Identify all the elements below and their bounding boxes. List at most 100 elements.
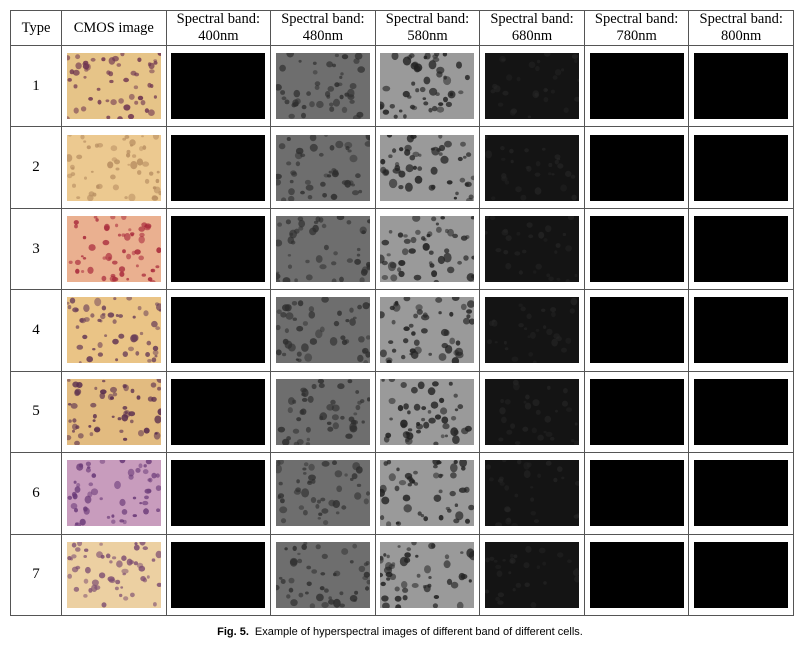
table-row: 7 bbox=[10, 533, 794, 617]
band-480-image bbox=[275, 134, 370, 201]
band-800-cell bbox=[688, 533, 794, 617]
band-680-cell bbox=[479, 207, 585, 291]
band-580-cell bbox=[374, 533, 481, 617]
band-480-cell bbox=[270, 533, 376, 617]
band-580-cell bbox=[374, 289, 481, 372]
cmos-image bbox=[66, 53, 161, 120]
band-480-cell bbox=[270, 44, 376, 128]
band-480-cell bbox=[270, 289, 376, 372]
table-row: 5 bbox=[10, 370, 794, 454]
band-680-image bbox=[485, 297, 580, 364]
band-580-image bbox=[380, 378, 475, 445]
band-800-image bbox=[694, 541, 789, 608]
table-row: 3 bbox=[10, 207, 794, 291]
band-400-image bbox=[171, 378, 266, 445]
table-row: 2 bbox=[10, 126, 794, 209]
band-800-image bbox=[694, 378, 789, 445]
band-800-cell bbox=[688, 44, 794, 128]
cmos-image bbox=[66, 541, 161, 608]
band-800-cell bbox=[688, 452, 794, 535]
band-480-cell bbox=[270, 126, 376, 209]
band-780-image bbox=[589, 134, 684, 201]
band-580-image bbox=[380, 541, 475, 608]
table-row: 1 bbox=[10, 44, 794, 128]
band-800-image bbox=[694, 53, 789, 120]
band-480-cell bbox=[270, 207, 376, 291]
band-480-image bbox=[275, 378, 370, 445]
band-580-image bbox=[380, 460, 475, 527]
band-780-image bbox=[589, 378, 684, 445]
band-780-cell bbox=[583, 533, 690, 617]
band-680-image bbox=[485, 378, 580, 445]
band-680-cell bbox=[479, 289, 585, 372]
band-780-cell bbox=[583, 126, 690, 209]
band-480-image bbox=[275, 53, 370, 120]
band-780-cell bbox=[583, 452, 690, 535]
band-400-image bbox=[171, 53, 266, 120]
cmos-image-cell bbox=[61, 370, 167, 454]
band-800-image bbox=[694, 216, 789, 283]
band-780-image bbox=[589, 53, 684, 120]
band-800-image bbox=[694, 134, 789, 201]
band-680-cell bbox=[479, 452, 585, 535]
band-580-cell bbox=[374, 44, 481, 128]
band-400-cell bbox=[165, 452, 272, 535]
band-580-image bbox=[380, 134, 475, 201]
band-680-image bbox=[485, 216, 580, 283]
type-cell: 1 bbox=[10, 44, 62, 128]
band-580-image bbox=[380, 53, 475, 120]
band-480-cell bbox=[270, 452, 376, 535]
cmos-image-cell bbox=[61, 126, 167, 209]
band-800-cell bbox=[688, 370, 794, 454]
type-cell: 2 bbox=[10, 126, 62, 209]
band-400-cell bbox=[165, 370, 272, 454]
band-680-cell bbox=[479, 44, 585, 128]
type-cell: 3 bbox=[10, 207, 62, 291]
band-780-cell bbox=[583, 289, 690, 372]
band-780-image bbox=[589, 541, 684, 608]
header-band-400: Spectral band: 400nm bbox=[165, 10, 272, 46]
band-400-cell bbox=[165, 126, 272, 209]
caption-label: Fig. 5. bbox=[217, 626, 249, 638]
band-680-image bbox=[485, 460, 580, 527]
cmos-image-cell bbox=[61, 44, 167, 128]
band-680-image bbox=[485, 541, 580, 608]
cmos-image bbox=[66, 378, 161, 445]
band-480-image bbox=[275, 216, 370, 283]
band-400-cell bbox=[165, 44, 272, 128]
band-400-cell bbox=[165, 289, 272, 372]
band-480-cell bbox=[270, 370, 376, 454]
cmos-image-cell bbox=[61, 452, 167, 535]
band-780-cell bbox=[583, 44, 690, 128]
caption-text: Example of hyperspectral images of diffe… bbox=[254, 626, 583, 638]
band-580-cell bbox=[374, 207, 481, 291]
band-400-image bbox=[171, 134, 266, 201]
cmos-image-cell bbox=[61, 289, 167, 372]
band-680-cell bbox=[479, 126, 585, 209]
header-band-780: Spectral band: 780nm bbox=[583, 10, 690, 46]
band-400-image bbox=[171, 541, 266, 608]
band-680-cell bbox=[479, 370, 585, 454]
header-band-800: Spectral band: 800nm bbox=[688, 10, 794, 46]
header-row: Type CMOS image Spectral band: 400nm Spec… bbox=[10, 10, 794, 46]
table-row: 6 bbox=[10, 452, 794, 535]
band-800-image bbox=[694, 297, 789, 364]
band-800-cell bbox=[688, 126, 794, 209]
band-400-image bbox=[171, 216, 266, 283]
band-680-image bbox=[485, 134, 580, 201]
band-800-image bbox=[694, 460, 789, 527]
type-cell: 4 bbox=[10, 289, 62, 372]
header-cmos-image: CMOS image bbox=[61, 10, 167, 46]
band-400-image bbox=[171, 460, 266, 527]
header-type: Type bbox=[10, 10, 62, 46]
band-400-cell bbox=[165, 533, 272, 617]
band-780-cell bbox=[583, 207, 690, 291]
band-580-image bbox=[380, 297, 475, 364]
band-400-cell bbox=[165, 207, 272, 291]
cmos-image bbox=[66, 216, 161, 283]
band-780-image bbox=[589, 216, 684, 283]
band-580-cell bbox=[374, 126, 481, 209]
band-480-image bbox=[275, 541, 370, 608]
table-row: 4 bbox=[10, 289, 794, 372]
